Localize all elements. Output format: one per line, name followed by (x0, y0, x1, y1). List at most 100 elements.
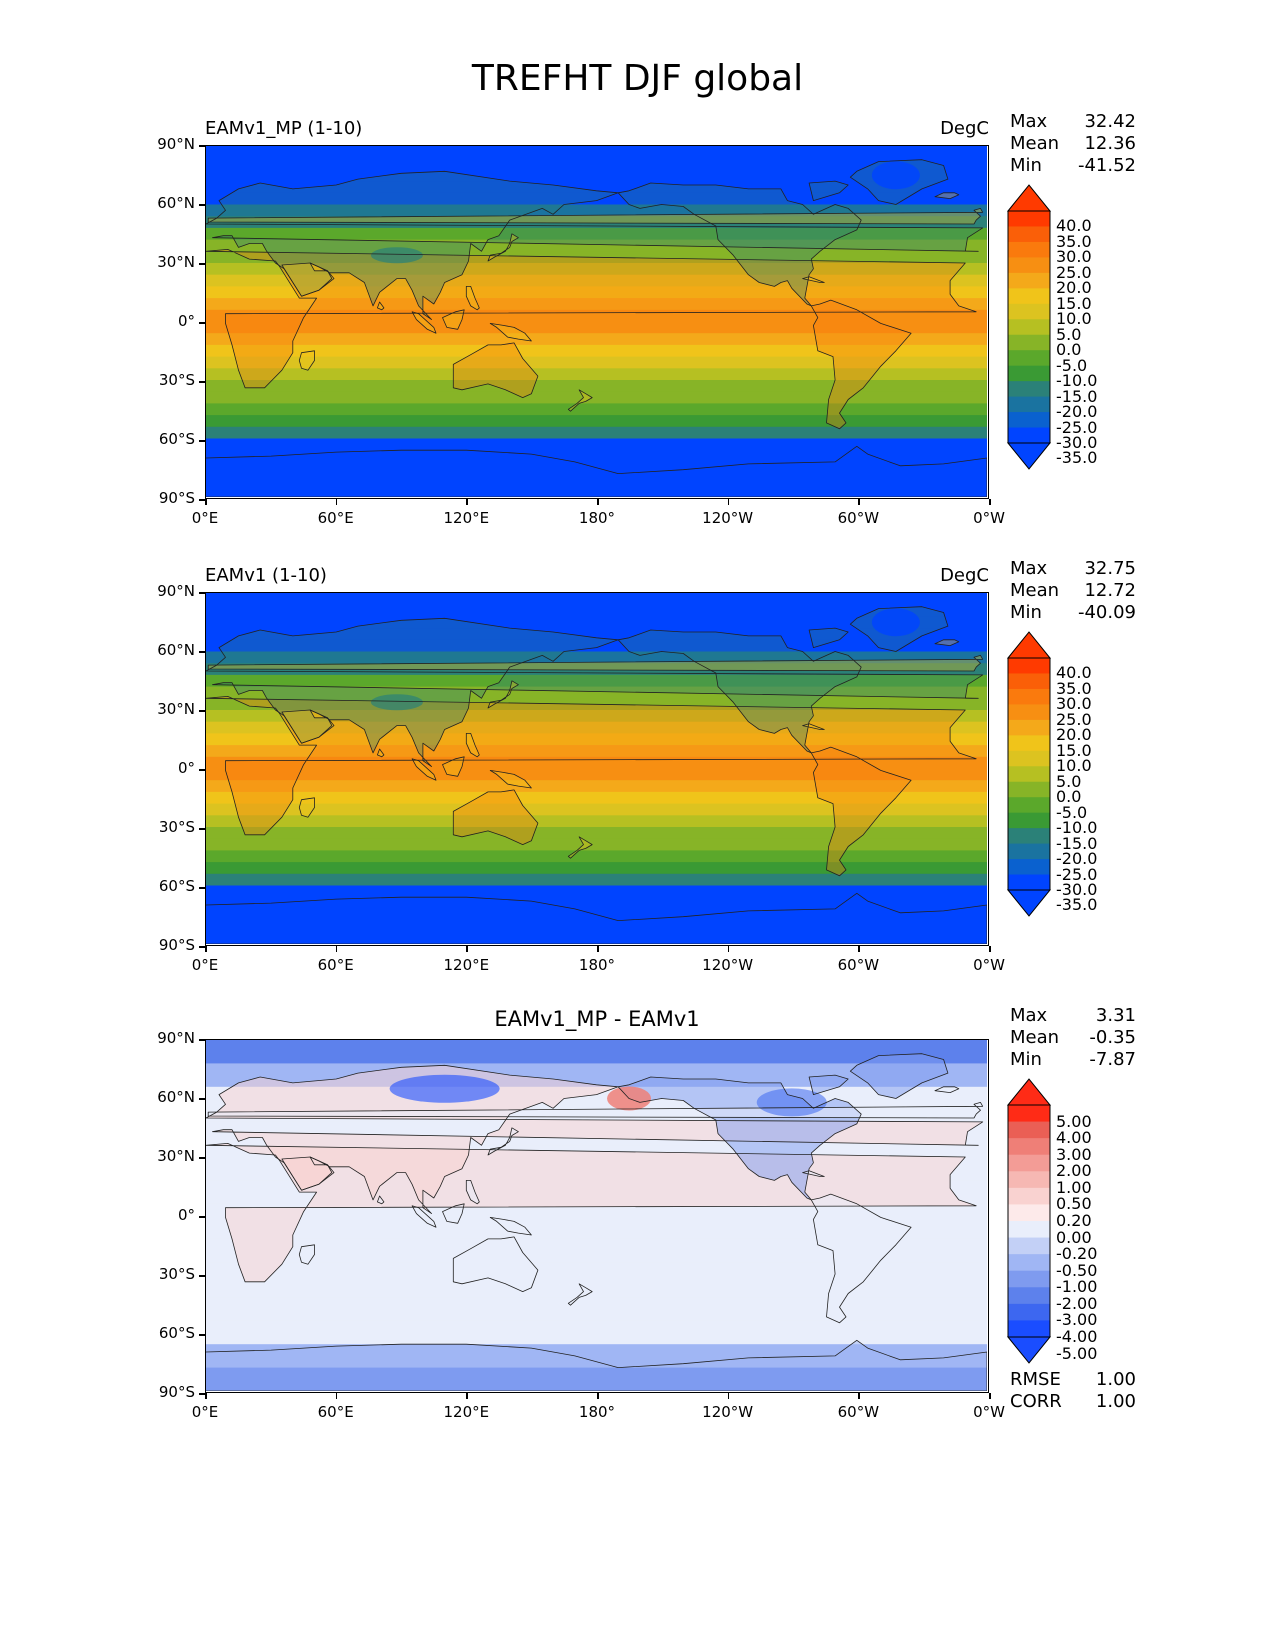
y-tick-label: 90°N (157, 1029, 195, 1047)
panel-stats: Max 32.75 Mean 12.72 Min -40.09 (1010, 558, 1136, 624)
coastline-s_america (810, 299, 912, 430)
y-tick-label: 60°S (158, 1324, 195, 1342)
x-tick-mark (989, 946, 991, 952)
coastline-iceland (934, 639, 960, 646)
field-band (206, 1238, 987, 1252)
colorbar-segment (1008, 874, 1050, 891)
field-band (206, 403, 987, 416)
stat-rmse-value: 1.00 (1095, 1369, 1136, 1390)
coastline-sri_lanka (377, 1195, 385, 1205)
field-band (206, 815, 987, 828)
coastline-africa (206, 1143, 977, 1283)
colorbar-segment (1008, 381, 1050, 398)
colorbar-tick-label: -5.00 (1056, 1343, 1098, 1363)
colorbar-tick-label: 40.0 (1056, 216, 1092, 236)
coastline-japan (487, 1127, 519, 1156)
y-tick-mark (199, 1334, 205, 1336)
colorbar-segment (1008, 828, 1050, 845)
colorbar-tick-label: 0.0 (1056, 787, 1082, 807)
x-tick-label: 0°E (191, 1403, 219, 1421)
land-fill-uk (208, 208, 983, 224)
field-band (206, 710, 987, 723)
coastline-sumatra (411, 1205, 437, 1228)
colorbar-segment (1008, 288, 1050, 305)
x-tick-label: 120°W (702, 1403, 754, 1421)
field-band (206, 803, 987, 816)
x-tick-label: 60°W (837, 1403, 880, 1421)
colorbar-tick-label: 15.0 (1056, 293, 1092, 313)
coastline-madagascar (298, 797, 315, 818)
x-tick-mark (597, 1393, 599, 1399)
field-band (206, 309, 987, 322)
coastline-borneo (442, 309, 465, 330)
coastline-philippines (465, 286, 480, 311)
x-tick-mark (335, 946, 338, 952)
x-tick-label: 60°E (317, 956, 354, 974)
map-plot (205, 1039, 989, 1393)
y-tick-mark (199, 1393, 205, 1395)
coastline-greenland (849, 606, 949, 652)
x-tick-mark (205, 499, 207, 505)
field-band (206, 791, 987, 805)
colorbar-tick-label: 5.0 (1056, 771, 1082, 791)
colorbar-tick-label: 5.0 (1056, 324, 1082, 344)
stat-mean: Mean -0.35 (1010, 1027, 1136, 1049)
stat-corr-label: CORR (1010, 1391, 1062, 1412)
colorbar-tick-label: -25.0 (1056, 864, 1098, 884)
colorbar-segment (1008, 1221, 1050, 1239)
field-band (206, 827, 987, 840)
colorbar-segment (1008, 412, 1050, 429)
land-fill-new_guinea (490, 323, 532, 341)
coastline-antarctica (206, 1339, 987, 1391)
land-fill-eurasia (206, 618, 983, 767)
land-fill-baffin (809, 628, 849, 648)
land-fill-australia (453, 342, 538, 398)
colorbar-tick-label: -3.00 (1056, 1310, 1098, 1330)
x-tick-mark (858, 946, 860, 952)
coastline-new_guinea (489, 323, 532, 342)
land-fill-borneo (442, 756, 465, 777)
land-fill-cuba (802, 723, 825, 730)
field-band (206, 674, 987, 688)
colorbar-segment (1008, 797, 1050, 814)
colorbar-frame (1007, 657, 1051, 891)
colorbar-frame (1007, 210, 1051, 444)
field-band (206, 733, 987, 746)
x-tick-label: 120°E (443, 1403, 490, 1421)
x-tick-label: 60°W (837, 956, 880, 974)
y-tick-label: 30°N (157, 1147, 195, 1165)
field-band (206, 745, 987, 758)
figure-title: TREFHT DJF global (471, 58, 804, 99)
x-tick-label: 120°E (443, 509, 490, 527)
field-band (206, 768, 987, 781)
panel-title: EAMv1_MP (1-10) (205, 118, 363, 139)
field-band (206, 426, 987, 439)
colorbar-tick-label: -10.0 (1056, 371, 1098, 391)
colorbar-tick-label: 4.00 (1056, 1128, 1092, 1148)
coastline-australia (452, 789, 539, 845)
field-band (206, 380, 987, 393)
coastline-greenland (849, 159, 949, 205)
coastline-africa (206, 696, 977, 836)
stat-mean-value: 12.72 (1084, 580, 1136, 601)
colorbar-segment (1008, 1121, 1050, 1139)
y-tick-mark (199, 1216, 205, 1218)
land-fill-greenland (850, 1053, 948, 1099)
stat-mean-value: -0.35 (1089, 1027, 1136, 1048)
y-tick-mark (199, 828, 205, 830)
land-fill-new_guinea (490, 1217, 532, 1235)
land-fill-s_america (811, 747, 912, 876)
stat-min-label: Min (1010, 602, 1042, 623)
stat-mean-label: Mean (1010, 1027, 1060, 1048)
coastline-philippines (465, 733, 480, 758)
colorbar-tick-label: -20.0 (1056, 402, 1098, 422)
field-band (206, 286, 987, 299)
colorbar-tick-label: -35.0 (1056, 895, 1098, 915)
field-band (206, 333, 987, 346)
colorbar-segment (1008, 319, 1050, 336)
land-fill-sumatra (412, 758, 436, 781)
coastline-n_america (617, 629, 862, 754)
colorbar-segment (1008, 812, 1050, 829)
land-fill-philippines (466, 733, 480, 757)
coastline-japan (487, 680, 519, 709)
